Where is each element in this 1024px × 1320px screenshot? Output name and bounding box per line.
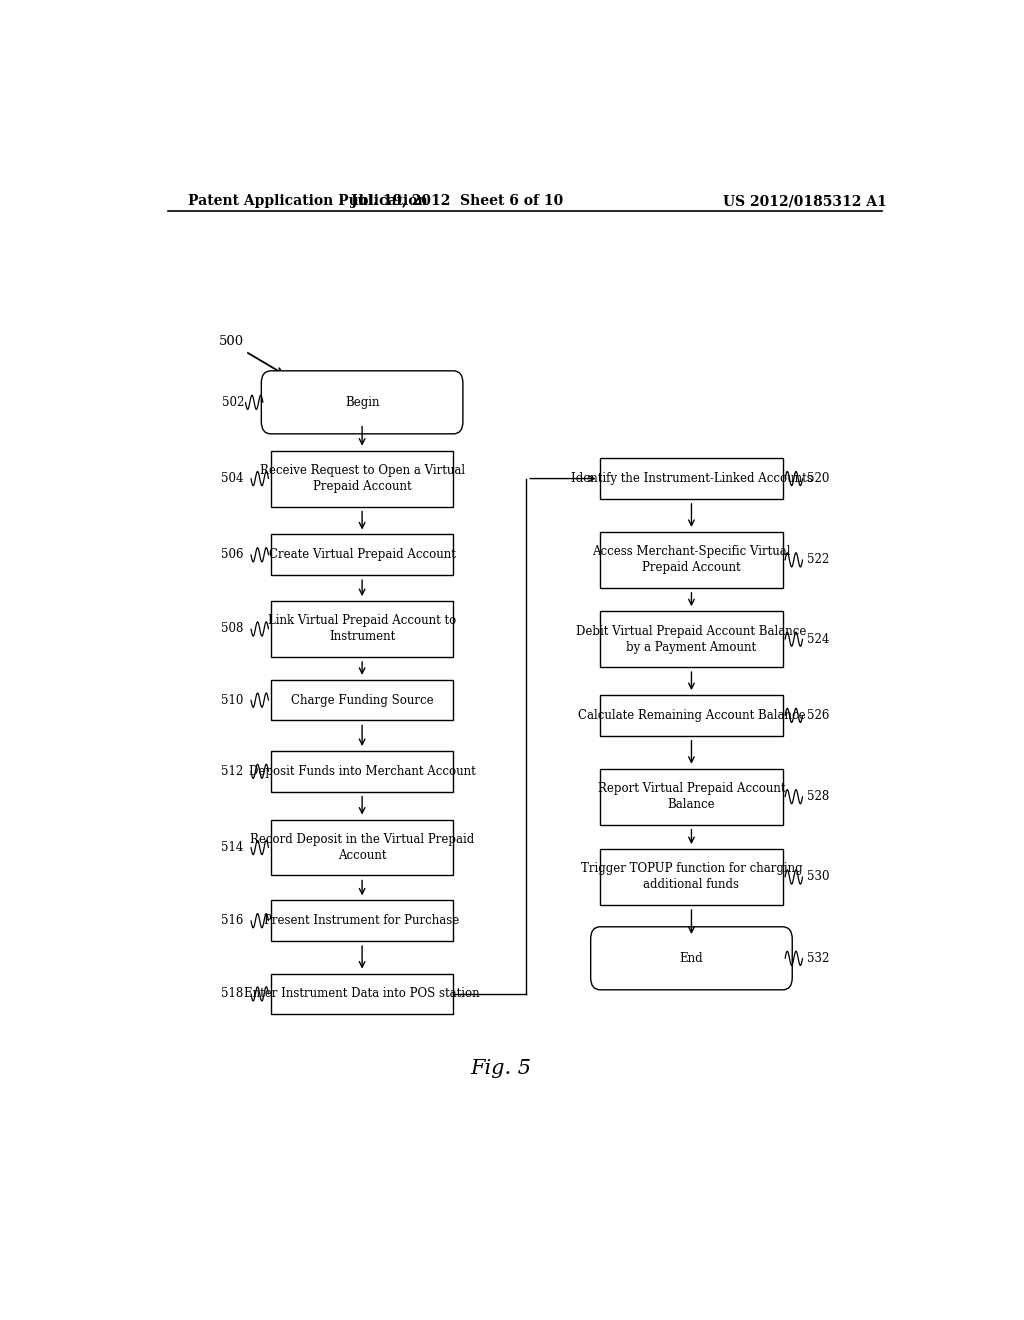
- FancyBboxPatch shape: [600, 696, 782, 735]
- Text: Calculate Remaining Account Balance: Calculate Remaining Account Balance: [578, 709, 805, 722]
- Text: Charge Funding Source: Charge Funding Source: [291, 693, 433, 706]
- Text: 506: 506: [220, 548, 243, 561]
- FancyBboxPatch shape: [600, 458, 782, 499]
- Text: Patent Application Publication: Patent Application Publication: [187, 194, 427, 209]
- Text: 528: 528: [807, 791, 829, 803]
- Text: Create Virtual Prepaid Account: Create Virtual Prepaid Account: [268, 548, 456, 561]
- Text: Present Instrument for Purchase: Present Instrument for Purchase: [264, 915, 460, 927]
- FancyBboxPatch shape: [600, 611, 782, 667]
- Text: 524: 524: [807, 632, 829, 645]
- Text: 512: 512: [221, 764, 243, 777]
- FancyBboxPatch shape: [270, 450, 454, 507]
- Text: End: End: [680, 952, 703, 965]
- Text: 502: 502: [222, 396, 245, 409]
- FancyBboxPatch shape: [270, 820, 454, 875]
- Text: Identify the Instrument-Linked Accounts: Identify the Instrument-Linked Accounts: [570, 473, 812, 484]
- Text: Access Merchant-Specific Virtual
Prepaid Account: Access Merchant-Specific Virtual Prepaid…: [592, 545, 791, 574]
- Text: 530: 530: [807, 870, 829, 883]
- Text: Report Virtual Prepaid Account
Balance: Report Virtual Prepaid Account Balance: [598, 783, 785, 812]
- Text: 522: 522: [807, 553, 829, 566]
- FancyBboxPatch shape: [261, 371, 463, 434]
- Text: Receive Request to Open a Virtual
Prepaid Account: Receive Request to Open a Virtual Prepai…: [259, 465, 465, 494]
- Text: 526: 526: [807, 709, 829, 722]
- Text: Debit Virtual Prepaid Account Balance
by a Payment Amount: Debit Virtual Prepaid Account Balance by…: [577, 624, 807, 653]
- Text: Deposit Funds into Merchant Account: Deposit Funds into Merchant Account: [249, 764, 475, 777]
- FancyBboxPatch shape: [600, 849, 782, 906]
- Text: 508: 508: [221, 623, 243, 635]
- FancyBboxPatch shape: [591, 927, 793, 990]
- FancyBboxPatch shape: [270, 900, 454, 941]
- Text: Begin: Begin: [345, 396, 379, 409]
- Text: 516: 516: [221, 915, 243, 927]
- Text: 518: 518: [221, 987, 243, 1001]
- Text: Record Deposit in the Virtual Prepaid
Account: Record Deposit in the Virtual Prepaid Ac…: [250, 833, 474, 862]
- Text: 500: 500: [219, 335, 245, 348]
- Text: Jul. 19, 2012  Sheet 6 of 10: Jul. 19, 2012 Sheet 6 of 10: [351, 194, 563, 209]
- Text: Trigger TOPUP function for charging
additional funds: Trigger TOPUP function for charging addi…: [581, 862, 802, 891]
- Text: Enter Instrument Data into POS station: Enter Instrument Data into POS station: [245, 987, 480, 1001]
- FancyBboxPatch shape: [270, 751, 454, 792]
- Text: 504: 504: [220, 473, 243, 484]
- FancyBboxPatch shape: [270, 601, 454, 657]
- Text: US 2012/0185312 A1: US 2012/0185312 A1: [723, 194, 887, 209]
- Text: 532: 532: [807, 952, 829, 965]
- Text: 520: 520: [807, 473, 829, 484]
- Text: Fig. 5: Fig. 5: [470, 1059, 531, 1077]
- FancyBboxPatch shape: [600, 532, 782, 587]
- Text: Link Virtual Prepaid Account to
Instrument: Link Virtual Prepaid Account to Instrume…: [268, 615, 457, 643]
- FancyBboxPatch shape: [270, 535, 454, 576]
- FancyBboxPatch shape: [270, 680, 454, 721]
- FancyBboxPatch shape: [600, 768, 782, 825]
- Text: 510: 510: [221, 693, 243, 706]
- Text: 514: 514: [221, 841, 243, 854]
- FancyBboxPatch shape: [270, 974, 454, 1014]
